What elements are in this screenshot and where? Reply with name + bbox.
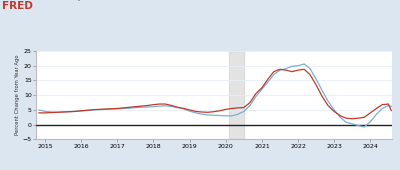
Bar <box>229 51 244 139</box>
Legend: S&P Corelogic Case-Shiller U.S. National Home Price Index, Purchase Only House P: S&P Corelogic Case-Shiller U.S. National… <box>35 0 188 1</box>
Text: FRED: FRED <box>2 1 33 11</box>
Y-axis label: Percent Change from Year Ago: Percent Change from Year Ago <box>15 55 20 135</box>
Text: —: — <box>21 2 28 8</box>
